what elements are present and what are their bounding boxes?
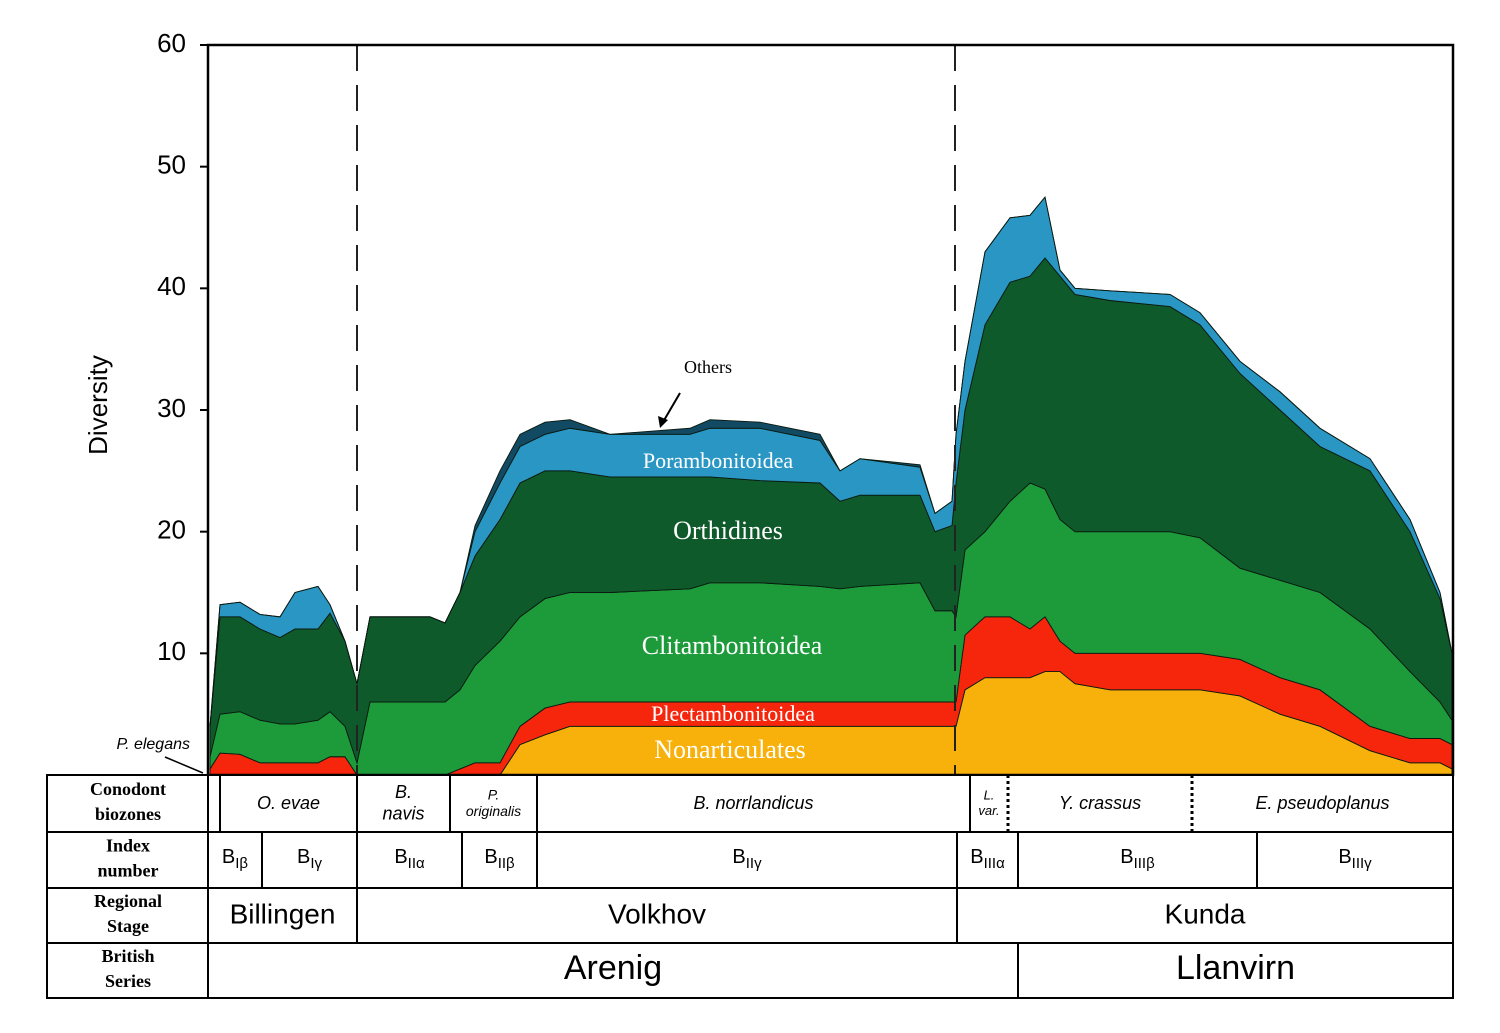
row-header: number: [97, 861, 158, 881]
biozone: navis: [382, 804, 424, 824]
series-label: Porambonitoidea: [643, 448, 794, 473]
table-frame: [46, 774, 1454, 999]
annotation-arrow: [164, 756, 204, 774]
index-base: B: [1120, 846, 1133, 868]
index-number: BIIα: [394, 846, 425, 872]
biozone: P.: [488, 786, 499, 802]
index-number: BIIγ: [732, 846, 762, 872]
row-header: British: [101, 946, 154, 966]
stratigraphy-table: Conodont biozones Index number Regional Stage…: [46, 774, 1454, 999]
biozone: B.: [395, 782, 412, 802]
index-number: BIβ: [222, 846, 249, 872]
areas: [209, 196, 1453, 776]
biozone: E. pseudoplanus: [1255, 793, 1389, 813]
british-series: Llanvirn: [1176, 949, 1295, 987]
index-sub: IIβ: [498, 855, 515, 872]
biozone: B. norrlandicus: [693, 793, 813, 813]
series-label: Clitambonitoidea: [642, 631, 823, 660]
annotation: P. elegans: [116, 736, 190, 753]
row-header: Conodont: [90, 779, 166, 799]
row-header: Index: [106, 836, 150, 856]
index-number: BIγ: [297, 846, 323, 872]
y-tick-label: 50: [157, 150, 186, 180]
index-number: BIIIα: [970, 846, 1005, 872]
index-sub: IIIγ: [1352, 855, 1373, 872]
index-base: B: [732, 846, 745, 868]
y-tick-label: 30: [157, 393, 186, 423]
index-base: B: [1338, 846, 1351, 868]
regional-stage: Volkhov: [608, 898, 706, 929]
index-number: BIIβ: [484, 846, 515, 872]
row-header: biozones: [95, 804, 161, 824]
row-header: Stage: [107, 916, 149, 936]
biozone: O. evae: [257, 793, 320, 813]
y-axis-label: Diversity: [83, 355, 113, 455]
biozone: Y. crassus: [1059, 793, 1141, 813]
index-base: B: [222, 846, 235, 868]
index-sub: IIIα: [984, 855, 1006, 872]
series-label: Nonarticulates: [654, 735, 806, 764]
index-base: B: [484, 846, 497, 868]
series-label: Orthidines: [673, 516, 783, 545]
index-sub: Iγ: [310, 855, 322, 872]
index-base: B: [970, 846, 983, 868]
row-header: Regional: [94, 891, 162, 911]
british-series: Arenig: [564, 949, 662, 987]
index-sub: IIα: [408, 855, 425, 872]
y-tick-label: 40: [157, 271, 186, 301]
index-sub: IIIβ: [1134, 855, 1156, 872]
biozone: var.: [978, 803, 999, 818]
y-tick-label: 10: [157, 636, 186, 666]
biozone: originalis: [466, 803, 521, 819]
regional-stage: Billingen: [230, 898, 336, 929]
arrow-head: [658, 416, 668, 428]
biozone: L.: [984, 788, 995, 803]
row-header: Series: [105, 971, 151, 991]
index-base: B: [297, 846, 310, 868]
index-number: BIIIβ: [1120, 846, 1155, 872]
y-tick-label: 20: [157, 515, 186, 545]
regional-stage: Kunda: [1165, 898, 1246, 929]
index-sub: IIγ: [746, 855, 762, 872]
annotation-arrow: [662, 392, 681, 423]
y-tick-label: 60: [157, 28, 186, 58]
series-label: Plectambonitoidea: [651, 701, 815, 726]
index-sub: Iβ: [235, 855, 248, 872]
index-number: BIIIγ: [1338, 846, 1372, 872]
index-base: B: [394, 846, 407, 868]
series-label: Others: [684, 357, 732, 377]
